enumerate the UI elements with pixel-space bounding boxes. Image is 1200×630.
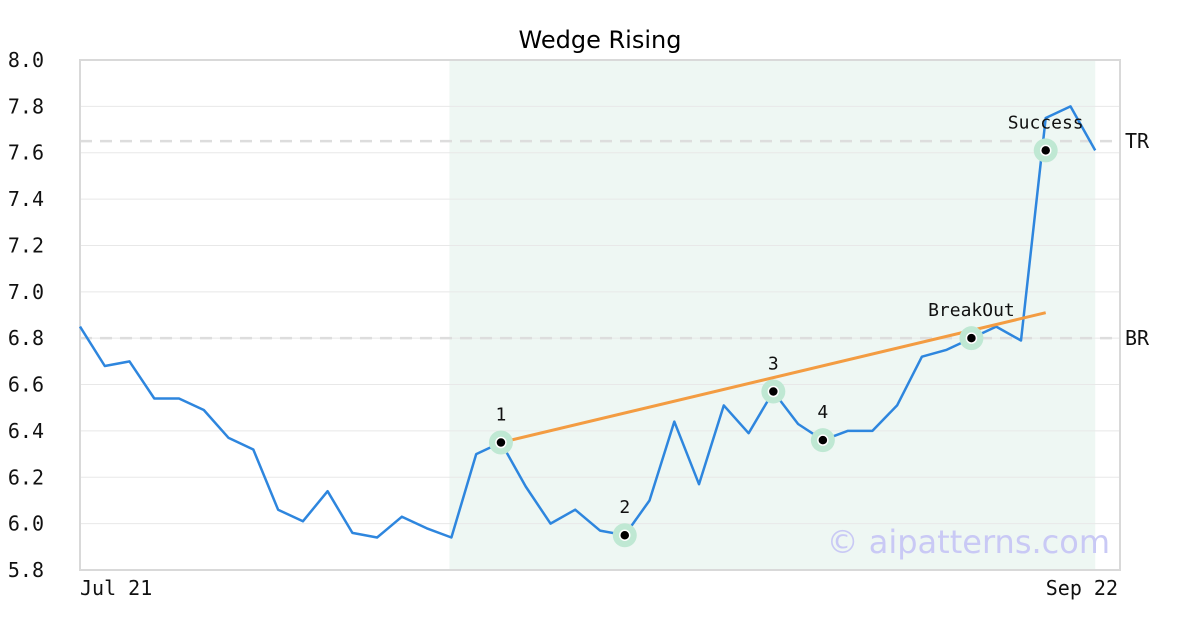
pivot-point: [767, 385, 780, 398]
pivot-label: 1: [496, 405, 507, 426]
pivot-point: [965, 332, 978, 344]
price-series-line: [78, 105, 1097, 539]
y-tick-label: 5.8: [8, 558, 44, 582]
pivot-point: [817, 434, 829, 446]
pivot-label: 3: [768, 354, 779, 375]
pivot-label: Success: [1008, 112, 1084, 133]
y-tick-label: 6.6: [8, 373, 44, 397]
y-tick-label: 8.0: [8, 48, 44, 72]
chart-title: Wedge Rising: [519, 26, 682, 54]
y-tick-label: 7.8: [8, 94, 44, 118]
reference-line-label: BR: [1125, 326, 1150, 350]
pattern-highlight-band: [449, 60, 1096, 570]
y-tick-label: 7.0: [8, 280, 44, 304]
y-tick-label: 7.6: [8, 141, 44, 165]
pivot-label: 2: [619, 497, 630, 518]
pivot-point: [1039, 144, 1052, 157]
x-tick-label: Jul 21: [80, 576, 152, 600]
y-tick-label: 6.8: [8, 326, 44, 350]
y-tick-label: 6.2: [8, 465, 44, 489]
y-tick-label: 6.4: [8, 419, 44, 443]
wedge-trend-line: [500, 311, 1047, 444]
y-tick-label: 6.0: [8, 512, 44, 536]
pivot-label: BreakOut: [928, 300, 1015, 321]
x-tick-label: Sep 22: [1046, 576, 1118, 600]
pivot-point: [495, 436, 507, 449]
plot-frame: [79, 59, 1121, 571]
y-tick-label: 7.2: [8, 233, 44, 257]
y-tick-label: 7.4: [8, 187, 44, 211]
reference-line-label: TR: [1125, 129, 1150, 153]
pivot-point: [619, 529, 631, 541]
watermark: © aipatterns.com: [827, 523, 1110, 561]
pivot-label: 4: [817, 402, 828, 423]
